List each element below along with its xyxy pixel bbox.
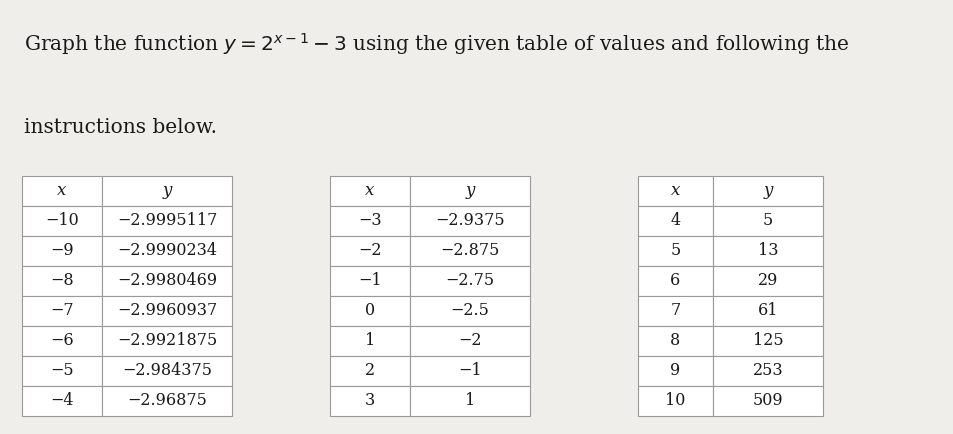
Bar xyxy=(410,296,530,326)
Text: −2: −2 xyxy=(358,243,381,260)
Text: −10: −10 xyxy=(45,212,79,230)
Text: 29: 29 xyxy=(757,273,778,289)
Bar xyxy=(102,296,232,326)
Bar xyxy=(22,296,102,326)
Text: −5: −5 xyxy=(51,362,73,379)
Text: 13: 13 xyxy=(757,243,778,260)
Bar xyxy=(102,356,232,386)
Text: 9: 9 xyxy=(670,362,679,379)
Bar xyxy=(638,266,712,296)
Text: y: y xyxy=(162,182,172,200)
Bar xyxy=(22,356,102,386)
Text: 1: 1 xyxy=(464,392,475,410)
Bar xyxy=(22,236,102,266)
Bar xyxy=(712,326,822,356)
Text: −4: −4 xyxy=(51,392,73,410)
Text: −3: −3 xyxy=(357,212,381,230)
Bar xyxy=(330,206,410,236)
Bar xyxy=(712,236,822,266)
Text: 2: 2 xyxy=(365,362,375,379)
Bar xyxy=(712,386,822,416)
Bar xyxy=(410,206,530,236)
Bar xyxy=(330,386,410,416)
Text: 8: 8 xyxy=(670,332,679,349)
Bar xyxy=(410,326,530,356)
Text: 253: 253 xyxy=(752,362,782,379)
Text: −2.9960937: −2.9960937 xyxy=(117,302,217,319)
Text: −2.984375: −2.984375 xyxy=(122,362,212,379)
Text: 5: 5 xyxy=(762,212,772,230)
Bar xyxy=(102,176,232,206)
Text: −2.96875: −2.96875 xyxy=(127,392,207,410)
Bar xyxy=(410,236,530,266)
Text: −2.75: −2.75 xyxy=(445,273,494,289)
Bar xyxy=(22,326,102,356)
Text: y: y xyxy=(465,182,475,200)
Bar xyxy=(638,176,712,206)
Text: −1: −1 xyxy=(357,273,381,289)
Bar xyxy=(22,386,102,416)
Text: −2.9921875: −2.9921875 xyxy=(117,332,217,349)
Bar xyxy=(712,296,822,326)
Text: y: y xyxy=(762,182,772,200)
Text: −2.9980469: −2.9980469 xyxy=(117,273,217,289)
Text: x: x xyxy=(57,182,67,200)
Bar xyxy=(712,176,822,206)
Bar xyxy=(330,326,410,356)
Text: 3: 3 xyxy=(364,392,375,410)
Bar xyxy=(410,386,530,416)
Bar xyxy=(638,326,712,356)
Text: 10: 10 xyxy=(664,392,685,410)
Bar xyxy=(638,386,712,416)
Bar xyxy=(638,206,712,236)
Text: 509: 509 xyxy=(752,392,782,410)
Bar xyxy=(102,326,232,356)
Text: 125: 125 xyxy=(752,332,782,349)
Text: 61: 61 xyxy=(757,302,778,319)
Bar xyxy=(330,356,410,386)
Bar xyxy=(638,296,712,326)
Text: −8: −8 xyxy=(51,273,73,289)
Text: Graph the function $y = 2^{x-1} - 3$ using the given table of values and followi: Graph the function $y = 2^{x-1} - 3$ usi… xyxy=(24,31,848,57)
Bar xyxy=(102,266,232,296)
Text: 4: 4 xyxy=(670,212,679,230)
Text: −2.5: −2.5 xyxy=(450,302,489,319)
Bar xyxy=(22,266,102,296)
Bar xyxy=(22,206,102,236)
Text: x: x xyxy=(670,182,679,200)
Bar xyxy=(102,206,232,236)
Bar xyxy=(330,176,410,206)
Text: −9: −9 xyxy=(51,243,73,260)
Text: 1: 1 xyxy=(364,332,375,349)
Text: −2.875: −2.875 xyxy=(440,243,499,260)
Text: 7: 7 xyxy=(670,302,679,319)
Text: −6: −6 xyxy=(51,332,73,349)
Text: x: x xyxy=(365,182,375,200)
Text: −1: −1 xyxy=(457,362,481,379)
Bar xyxy=(330,266,410,296)
Bar xyxy=(330,296,410,326)
Text: instructions below.: instructions below. xyxy=(24,118,216,137)
Text: −2: −2 xyxy=(457,332,481,349)
Text: 0: 0 xyxy=(365,302,375,319)
Bar xyxy=(638,356,712,386)
Bar xyxy=(410,266,530,296)
Bar xyxy=(638,236,712,266)
Bar xyxy=(102,386,232,416)
Text: −2.9990234: −2.9990234 xyxy=(117,243,216,260)
Text: 6: 6 xyxy=(670,273,679,289)
Bar xyxy=(712,206,822,236)
Text: −2.9375: −2.9375 xyxy=(435,212,504,230)
Bar xyxy=(410,356,530,386)
Text: 5: 5 xyxy=(670,243,679,260)
Bar xyxy=(102,236,232,266)
Bar xyxy=(22,176,102,206)
Bar xyxy=(712,266,822,296)
Bar xyxy=(712,356,822,386)
Bar xyxy=(410,176,530,206)
Text: −7: −7 xyxy=(51,302,73,319)
Text: −2.9995117: −2.9995117 xyxy=(116,212,217,230)
Bar xyxy=(330,236,410,266)
